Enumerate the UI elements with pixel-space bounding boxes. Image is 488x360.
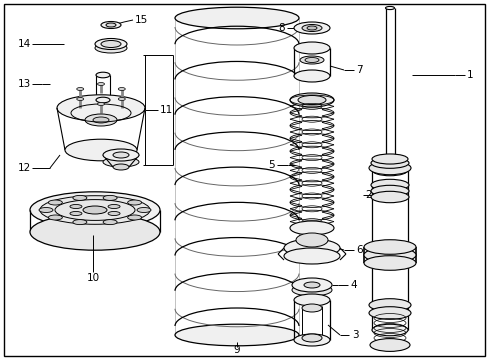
Ellipse shape [70,204,82,208]
Ellipse shape [93,117,109,123]
Ellipse shape [83,206,107,214]
Text: 15: 15 [135,15,148,25]
Ellipse shape [55,199,135,220]
Ellipse shape [48,200,62,205]
Ellipse shape [39,207,53,212]
Text: 1: 1 [466,70,472,80]
Ellipse shape [96,97,110,103]
Ellipse shape [40,196,150,224]
Ellipse shape [368,161,410,175]
Ellipse shape [368,307,410,319]
Ellipse shape [30,214,160,250]
Ellipse shape [302,24,321,32]
Ellipse shape [371,164,407,176]
Ellipse shape [118,87,125,90]
Ellipse shape [306,26,316,30]
Ellipse shape [103,149,139,161]
Ellipse shape [371,154,407,164]
Text: 3: 3 [351,330,358,340]
Ellipse shape [95,39,127,50]
Text: 11: 11 [160,105,173,115]
Ellipse shape [297,95,325,104]
Ellipse shape [299,56,324,64]
Ellipse shape [106,23,116,27]
Ellipse shape [385,6,394,10]
Ellipse shape [302,334,321,342]
Ellipse shape [77,87,83,90]
Ellipse shape [284,248,339,264]
Ellipse shape [65,139,137,161]
Ellipse shape [371,324,407,336]
Ellipse shape [108,204,120,208]
Ellipse shape [127,200,142,205]
Ellipse shape [304,282,319,288]
Ellipse shape [370,158,408,168]
Ellipse shape [370,191,408,203]
Ellipse shape [291,284,331,296]
Ellipse shape [85,114,117,126]
Text: 8: 8 [278,23,285,33]
Ellipse shape [175,324,298,346]
Ellipse shape [284,239,339,257]
Ellipse shape [30,192,160,228]
Ellipse shape [293,70,329,82]
Ellipse shape [293,334,329,346]
Ellipse shape [363,247,415,263]
Ellipse shape [73,220,87,225]
Ellipse shape [369,339,409,351]
Ellipse shape [175,7,298,29]
Ellipse shape [70,212,82,216]
Ellipse shape [96,72,110,78]
Ellipse shape [295,233,327,247]
Ellipse shape [101,40,121,48]
Ellipse shape [289,221,333,235]
Text: 6: 6 [355,245,362,255]
Text: 5: 5 [268,160,274,170]
Text: 9: 9 [233,345,240,355]
Ellipse shape [293,294,329,306]
Ellipse shape [77,98,83,100]
Ellipse shape [368,299,410,311]
Ellipse shape [103,220,117,225]
Ellipse shape [293,42,329,54]
Text: 7: 7 [355,65,362,75]
Ellipse shape [103,157,139,167]
Ellipse shape [95,43,127,53]
Ellipse shape [363,240,415,254]
Ellipse shape [363,256,415,270]
Text: 13: 13 [18,79,31,89]
Ellipse shape [97,82,104,86]
Ellipse shape [103,195,117,201]
Ellipse shape [101,22,121,28]
Ellipse shape [118,98,125,100]
Ellipse shape [370,185,408,197]
Text: 12: 12 [18,163,31,173]
Ellipse shape [57,95,145,121]
Ellipse shape [73,195,87,201]
Ellipse shape [127,215,142,220]
Ellipse shape [293,22,329,34]
Text: 14: 14 [18,39,31,49]
Ellipse shape [113,164,129,170]
Text: 10: 10 [86,273,100,283]
Ellipse shape [108,212,120,216]
Ellipse shape [48,215,62,220]
Ellipse shape [97,103,104,105]
Ellipse shape [289,93,333,107]
Text: 4: 4 [349,280,356,290]
Ellipse shape [113,152,129,158]
Ellipse shape [370,179,408,191]
Ellipse shape [305,58,318,63]
Ellipse shape [302,304,321,312]
Ellipse shape [137,207,151,212]
Text: 2: 2 [364,190,371,200]
Ellipse shape [291,278,331,292]
